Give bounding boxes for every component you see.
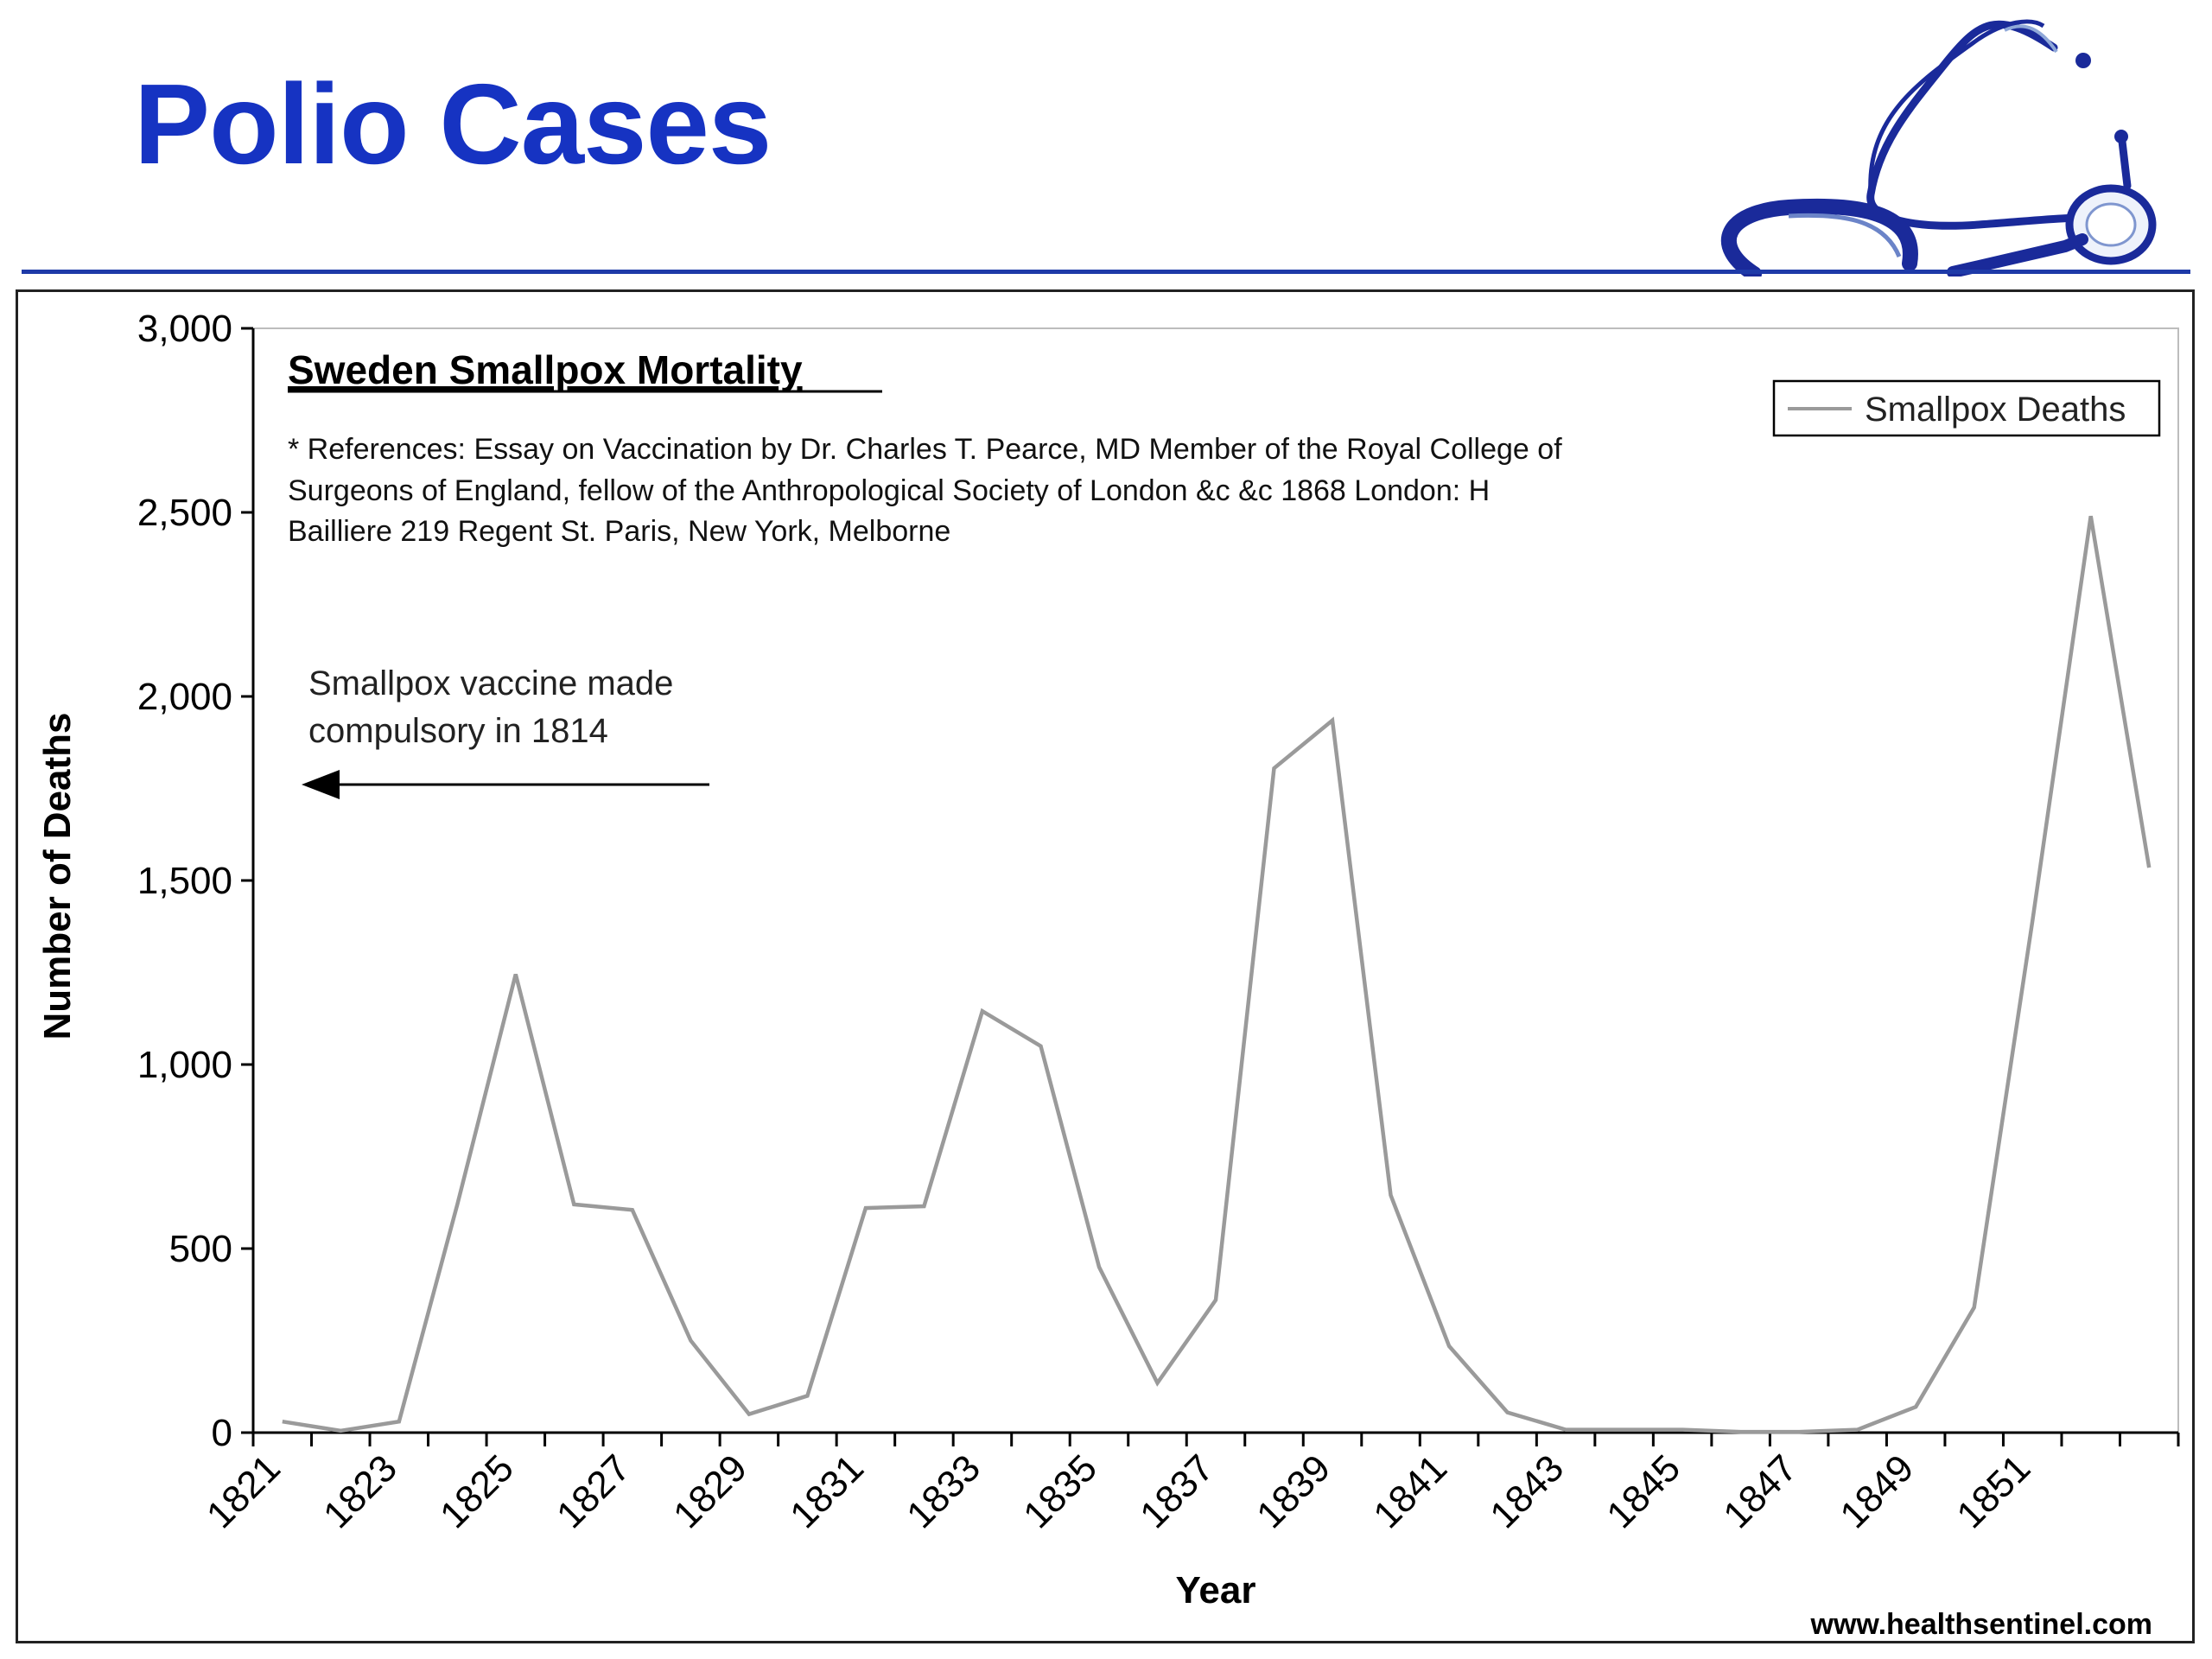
x-tick-label: 1839 (1249, 1446, 1338, 1536)
x-tick-label: 1851 (1948, 1446, 2038, 1536)
x-tick-label: 1821 (199, 1446, 289, 1536)
chart-title: Sweden Smallpox Mortality (288, 347, 803, 392)
x-tick-label: 1823 (315, 1446, 405, 1536)
x-tick-label: 1825 (432, 1446, 522, 1536)
y-tick-label: 3,000 (137, 308, 232, 350)
x-tick-label: 1835 (1015, 1446, 1105, 1536)
y-tick-label: 2,500 (137, 492, 232, 534)
y-tick-label: 2,000 (137, 676, 232, 718)
x-tick-label: 1847 (1715, 1446, 1805, 1536)
x-tick-label: 1845 (1599, 1446, 1688, 1536)
x-tick-label: 1843 (1482, 1446, 1572, 1536)
reference-line-2: Surgeons of England, fellow of the Anthr… (288, 474, 1490, 507)
x-axis-ticks: 1821 1823 1825 1827 1829 1831 1833 1835 1837 1839… (199, 1433, 2180, 1536)
legend-label: Smallpox Deaths (1865, 391, 2126, 429)
x-tick-label: 1837 (1132, 1446, 1222, 1536)
stethoscope-icon (1721, 19, 2157, 276)
reference-line-1: * References: Essay on Vaccination by Dr… (288, 433, 1562, 466)
slide-title: Polio Cases (134, 60, 772, 188)
x-tick-label: 1827 (549, 1446, 639, 1536)
legend: Smallpox Deaths (1772, 379, 2161, 437)
x-tick-label: 1829 (665, 1446, 755, 1536)
annotation-line-2: compulsory in 1814 (308, 712, 608, 750)
y-tick-label: 500 (169, 1228, 232, 1270)
y-tick-label: 1,500 (137, 860, 232, 902)
x-tick-label: 1849 (1832, 1446, 1922, 1536)
x-axis-title: Year (1176, 1569, 1256, 1611)
x-tick-label: 1831 (782, 1446, 872, 1536)
annotation-arrow (302, 770, 709, 799)
x-tick-label: 1833 (899, 1446, 988, 1536)
annotation-line-1: Smallpox vaccine made (308, 664, 673, 702)
chart-frame: 0 500 1,000 1,500 2,000 2,500 3,000 1821 1823 18… (16, 289, 2195, 1643)
reference-line-3: Bailliere 219 Regent St. Paris, New York… (288, 515, 950, 548)
x-tick-label: 1841 (1365, 1446, 1455, 1536)
source-watermark: www.healthsentinel.com (1810, 1608, 2152, 1641)
y-tick-label: 1,000 (137, 1044, 232, 1086)
title-divider (22, 270, 2190, 274)
y-axis-title: Number of Deaths (36, 713, 79, 1040)
series-layer (282, 515, 2152, 1434)
y-tick-label: 0 (212, 1412, 232, 1454)
y-axis-ticks: 0 500 1,000 1,500 2,000 2,500 3,000 (137, 308, 253, 1454)
series-line-smallpox-deaths (282, 515, 2152, 1434)
